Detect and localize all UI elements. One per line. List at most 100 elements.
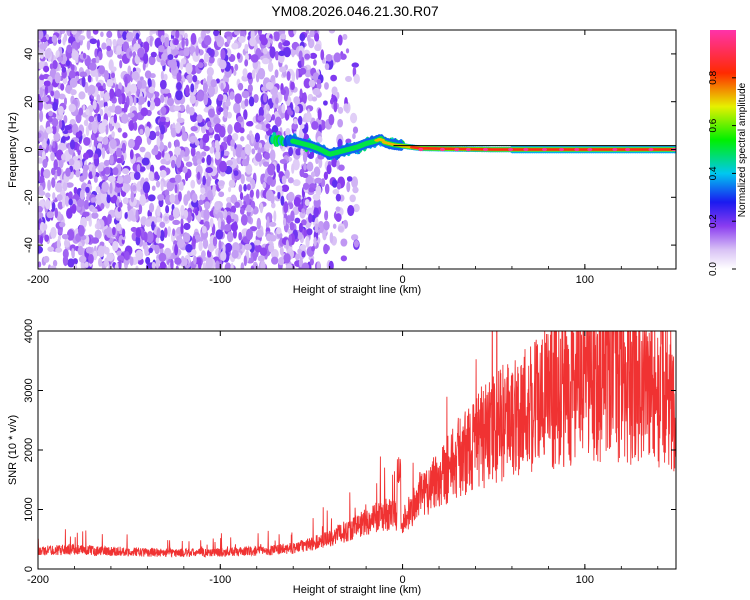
spectrogram-noise-cell — [322, 228, 327, 241]
spectrogram-noise-cell — [82, 211, 90, 217]
spectrogram-noise-cell — [64, 124, 72, 131]
spectrogram-noise-cell — [268, 221, 277, 227]
spectrogram-noise-cell — [289, 221, 295, 231]
spectrogram-noise-cell — [109, 154, 114, 165]
spectrogram-noise-cell — [143, 52, 149, 65]
spectrogram-noise-cell — [176, 227, 182, 235]
spectrogram-noise-cell — [58, 221, 66, 228]
spectrogram-noise-cell — [114, 105, 122, 115]
spectrogram-noise-cell — [88, 62, 97, 71]
spectrogram-noise-cell — [244, 243, 252, 251]
spectrogram-noise-cell — [247, 214, 252, 224]
spectrogram-noise-cell — [64, 195, 70, 207]
spectrogram-noise-cell — [174, 146, 182, 156]
spectrogram-noise-cell — [68, 198, 73, 206]
spectrogram-noise-cell — [44, 199, 51, 210]
spectrogram-noise-cell — [83, 136, 91, 146]
spectrogram-noise-cell — [214, 150, 221, 160]
spectrogram-noise-cell — [257, 115, 265, 122]
spectrogram-noise-cell — [275, 185, 283, 193]
spectrogram-noise-cell — [174, 39, 179, 46]
spectrogram-noise-cell — [55, 50, 60, 57]
spectrogram-noise-cell — [87, 75, 92, 83]
spectrogram-noise-cell — [251, 69, 256, 79]
spectrogram-noise-cell — [218, 239, 222, 251]
spectrogram-noise-cell — [109, 88, 115, 99]
spectrogram-noise-cell — [203, 208, 210, 221]
spectrogram-noise-cell — [299, 88, 303, 99]
spectrogram-noise-cell — [48, 144, 53, 153]
spectrogram-noise-cell — [91, 120, 98, 133]
spectrogram-noise-cell — [253, 93, 259, 103]
spectrogram-noise-cell — [310, 171, 316, 178]
spectrogram-noise-cell — [202, 133, 210, 144]
spectrogram-noise-cell — [351, 176, 359, 189]
spectrogram-noise-cell — [324, 210, 329, 221]
spectrogram-noise-cell — [176, 72, 182, 82]
spectrogram-noise-cell — [170, 258, 174, 269]
spectrogram-noise-cell — [302, 182, 310, 190]
spectrogram-noise-cell — [312, 193, 321, 201]
spectrogram-noise-cell — [160, 59, 166, 67]
spectrogram-noise-cell — [116, 45, 122, 55]
spectrogram-noise-cell — [317, 136, 323, 143]
spectrogram-noise-cell — [195, 45, 199, 57]
spectrogram-noise-cell — [285, 127, 291, 137]
spectrogram-ridge-peak — [454, 147, 460, 152]
spectrogram-noise-cell — [51, 167, 56, 176]
spectrogram-noise-cell — [112, 38, 117, 47]
spectrogram-noise-cell — [206, 154, 212, 166]
spectrogram-noise-cell — [153, 97, 161, 107]
spectrogram-noise-cell — [346, 181, 351, 193]
spectrogram-noise-cell — [39, 125, 44, 131]
spectrogram-x-axis-label: Height of straight line (km) — [293, 284, 421, 296]
spectrogram-noise-cell — [260, 173, 265, 185]
spectrogram-noise-cell — [286, 215, 292, 224]
spectrogram-ridge-peak — [542, 147, 548, 152]
spectrogram-noise-cell — [133, 96, 137, 106]
spectrogram-noise-cell — [326, 164, 332, 175]
spectrogram-noise-cell — [39, 43, 48, 50]
spectrogram-noise-cell — [70, 89, 77, 96]
spectrogram-noise-cell — [182, 257, 188, 266]
snr-x-ticks: -200 -100 0 100 — [27, 331, 659, 586]
spectrogram-noise-cell — [203, 52, 210, 63]
spectrogram-noise-cell — [38, 62, 44, 69]
spectrogram-noise-cell — [345, 75, 353, 83]
spectrogram-noise-cell — [71, 203, 77, 214]
spectrogram-noise-cell — [196, 154, 203, 161]
spectrogram-noise-cell — [295, 68, 299, 80]
spectrogram-noise-cell — [51, 124, 57, 135]
spectrogram-noise-cell — [255, 188, 260, 199]
spectrogram-noise-cell — [299, 244, 307, 251]
spectrogram-noise-cell — [51, 117, 59, 127]
spectrogram-noise-cell — [190, 83, 195, 93]
spectrogram-y-ticks: -40 -20 0 20 40 — [23, 48, 676, 253]
spectrogram-noise-cell — [101, 181, 110, 192]
spectrogram-noise-cell — [203, 93, 209, 106]
spectrogram-noise-cell — [353, 203, 360, 213]
spectrogram-noise-cell — [230, 194, 237, 204]
spectrogram-noise-cell — [83, 119, 89, 127]
spectrogram-noise-cell — [86, 195, 90, 201]
spectrogram-noise-cell — [248, 96, 255, 107]
spectrogram-noise-cell — [244, 59, 249, 67]
spectrogram-noise-cell — [233, 30, 241, 36]
spectrogram-noise-cell — [338, 164, 345, 171]
spectrogram-noise-cell — [117, 175, 124, 184]
spectrogram-noise-cell — [154, 171, 159, 180]
spectrogram-noise-cell — [60, 30, 66, 34]
spectrogram-noise-cell — [154, 91, 160, 98]
spectrogram-noise-cell — [119, 59, 123, 69]
snr-y-tick-label: 2000 — [23, 438, 35, 462]
spectrogram-noise-cell — [160, 35, 165, 43]
spectrogram-noise-cell — [323, 220, 330, 231]
spectrogram-noise-cell — [238, 184, 243, 193]
spectrogram-noise-cell — [68, 191, 73, 200]
spectrogram-noise-cell — [222, 243, 226, 255]
spectrogram-noise-cell — [281, 175, 287, 185]
spectrogram-noise-cell — [50, 227, 57, 239]
spectrogram-noise-cell — [244, 98, 249, 107]
